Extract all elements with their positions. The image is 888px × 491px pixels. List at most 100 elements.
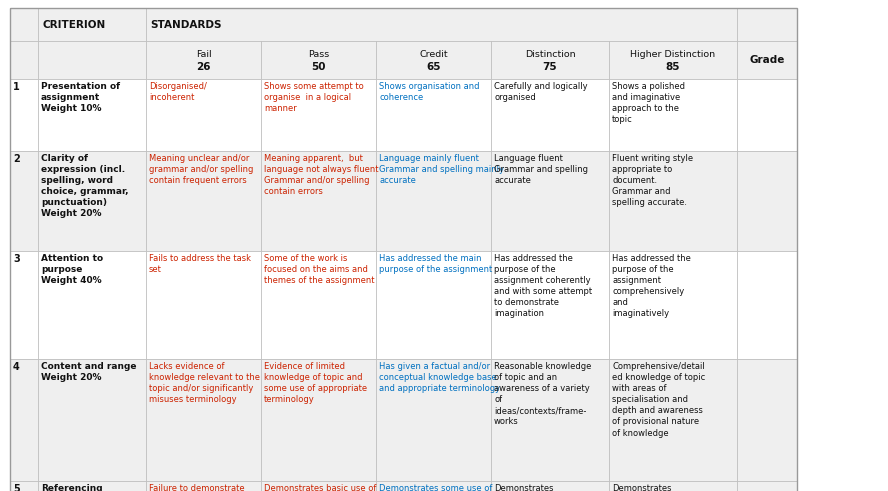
Text: Shows organisation and
coherence: Shows organisation and coherence — [379, 82, 480, 102]
Bar — [609, 359, 737, 481]
Bar — [737, 251, 797, 359]
Text: Meaning unclear and/or
grammar and/or spelling
contain frequent errors: Meaning unclear and/or grammar and/or sp… — [149, 154, 253, 185]
Text: Failure to demonstrate
basic use of relevant
research.: Failure to demonstrate basic use of rele… — [149, 484, 244, 491]
Text: 50: 50 — [312, 62, 326, 72]
Text: Fails to address the task
set: Fails to address the task set — [149, 254, 251, 274]
Text: Language mainly fluent
Grammar and spelling mainly
accurate: Language mainly fluent Grammar and spell… — [379, 154, 504, 185]
Text: Pass: Pass — [308, 50, 329, 58]
Bar — [38, 79, 146, 151]
Bar — [737, 79, 797, 151]
Text: Disorganised/
incoherent: Disorganised/ incoherent — [149, 82, 207, 102]
Bar — [10, 359, 38, 481]
Text: Credit: Credit — [419, 50, 448, 58]
Bar — [38, 251, 146, 359]
Bar — [146, 8, 737, 41]
Text: Some of the work is
focused on the aims and
themes of the assignment: Some of the work is focused on the aims … — [264, 254, 375, 285]
Text: Demonstrates
intermediate use of
relevant research
evidence to support
ideas tha: Demonstrates intermediate use of relevan… — [494, 484, 585, 491]
Text: Demonstrates
effective use of
relevant research
evidence to support
ideas that a: Demonstrates effective use of relevant r… — [612, 484, 696, 491]
Bar — [609, 481, 737, 491]
Text: Fluent writing style
appropriate to
document.
Grammar and
spelling accurate.: Fluent writing style appropriate to docu… — [612, 154, 694, 207]
Bar — [376, 251, 491, 359]
Bar — [10, 481, 38, 491]
Bar — [737, 359, 797, 481]
Bar — [376, 359, 491, 481]
Text: 2: 2 — [13, 154, 20, 164]
Text: Has addressed the
purpose of the
assignment
comprehensively
and
imaginatively: Has addressed the purpose of the assignm… — [612, 254, 691, 319]
Bar — [38, 359, 146, 481]
Bar — [10, 8, 797, 491]
Text: Fail: Fail — [195, 50, 211, 58]
Bar — [10, 251, 38, 359]
Text: 3: 3 — [13, 254, 20, 264]
Text: Language fluent
Grammar and spelling
accurate: Language fluent Grammar and spelling acc… — [494, 154, 588, 185]
Text: Higher Distinction: Higher Distinction — [630, 50, 716, 58]
Bar — [38, 481, 146, 491]
Bar — [491, 481, 609, 491]
Text: Content and range
Weight 20%: Content and range Weight 20% — [41, 362, 137, 382]
Bar — [10, 41, 38, 79]
Text: 85: 85 — [666, 62, 680, 72]
Bar — [737, 8, 797, 41]
Text: Distinction: Distinction — [525, 50, 575, 58]
Bar — [491, 79, 609, 151]
Bar — [261, 251, 376, 359]
Text: 75: 75 — [543, 62, 558, 72]
Bar — [146, 251, 261, 359]
Bar — [10, 8, 38, 41]
Bar — [737, 41, 797, 79]
Bar — [609, 251, 737, 359]
Text: Has addressed the
purpose of the
assignment coherently
and with some attempt
to : Has addressed the purpose of the assignm… — [494, 254, 592, 319]
Bar — [146, 481, 261, 491]
Text: Shows some attempt to
organise  in a logical
manner: Shows some attempt to organise in a logi… — [264, 82, 364, 113]
Bar — [261, 151, 376, 251]
Bar — [10, 151, 38, 251]
Bar — [376, 481, 491, 491]
Bar — [38, 8, 146, 41]
Text: Has given a factual and/or
conceptual knowledge base
and appropriate terminology: Has given a factual and/or conceptual kn… — [379, 362, 500, 393]
Bar — [146, 79, 261, 151]
Text: Grade: Grade — [749, 55, 785, 65]
Text: Lacks evidence of
knowledge relevant to the
topic and/or significantly
misuses t: Lacks evidence of knowledge relevant to … — [149, 362, 260, 404]
Text: 1: 1 — [13, 82, 20, 92]
Text: 5: 5 — [13, 484, 20, 491]
Bar — [261, 41, 376, 79]
Bar — [146, 151, 261, 251]
Text: Demonstrates some use of
relevant research to support
ideas that are with accura: Demonstrates some use of relevant resear… — [379, 484, 499, 491]
Bar — [376, 41, 491, 79]
Text: 65: 65 — [426, 62, 440, 72]
Bar — [609, 41, 737, 79]
Bar — [491, 251, 609, 359]
Text: Attention to
purpose
Weight 40%: Attention to purpose Weight 40% — [41, 254, 103, 285]
Bar — [38, 151, 146, 251]
Bar — [146, 41, 261, 79]
Bar — [261, 79, 376, 151]
Text: Evidence of limited
knowledge of topic and
some use of appropriate
terminology: Evidence of limited knowledge of topic a… — [264, 362, 367, 404]
Bar — [261, 359, 376, 481]
Text: Referencing
Weight:  10%: Referencing Weight: 10% — [41, 484, 108, 491]
Bar — [609, 151, 737, 251]
Text: CRITERION: CRITERION — [42, 20, 106, 29]
Text: 26: 26 — [196, 62, 210, 72]
Bar — [261, 481, 376, 491]
Bar — [609, 79, 737, 151]
Text: Presentation of
assignment
Weight 10%: Presentation of assignment Weight 10% — [41, 82, 120, 113]
Bar — [491, 41, 609, 79]
Bar — [491, 151, 609, 251]
Text: Reasonable knowledge
of topic and an
awareness of a variety
of
ideas/contexts/fr: Reasonable knowledge of topic and an awa… — [494, 362, 591, 427]
Text: Shows a polished
and imaginative
approach to the
topic: Shows a polished and imaginative approac… — [612, 82, 685, 124]
Bar — [491, 359, 609, 481]
Text: Clarity of
expression (incl.
spelling, word
choice, grammar,
punctuation)
Weight: Clarity of expression (incl. spelling, w… — [41, 154, 129, 218]
Text: Has addressed the main
purpose of the assignment: Has addressed the main purpose of the as… — [379, 254, 492, 274]
Bar — [737, 481, 797, 491]
Text: 4: 4 — [13, 362, 20, 372]
Text: STANDARDS: STANDARDS — [150, 20, 221, 29]
Text: Demonstrates basic use of
relevant research evidence
to support ideas that are
a: Demonstrates basic use of relevant resea… — [264, 484, 379, 491]
Bar — [146, 359, 261, 481]
Bar — [38, 41, 146, 79]
Text: Meaning apparent,  but
language not always fluent
Grammar and/or spelling
contai: Meaning apparent, but language not alway… — [264, 154, 378, 196]
Text: Comprehensive/detail
ed knowledge of topic
with areas of
specialisation and
dept: Comprehensive/detail ed knowledge of top… — [612, 362, 705, 437]
Bar — [10, 79, 38, 151]
Text: Carefully and logically
organised: Carefully and logically organised — [494, 82, 588, 102]
Bar — [376, 79, 491, 151]
Bar — [737, 151, 797, 251]
